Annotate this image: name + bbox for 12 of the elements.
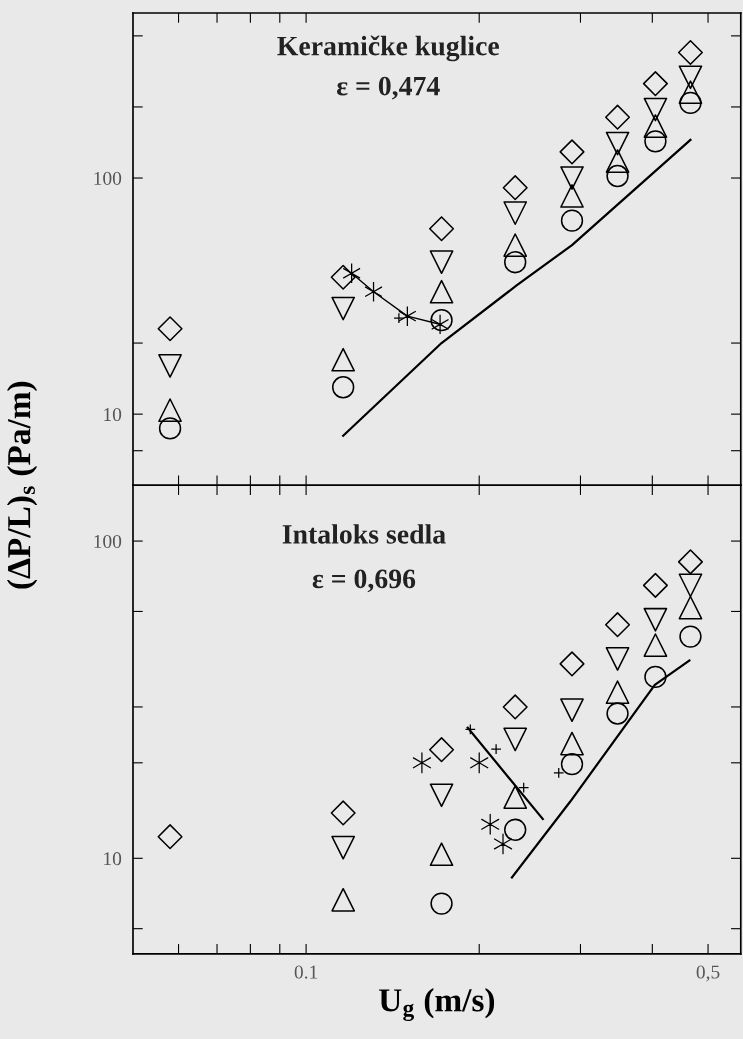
y-tick-label: 100 [94,534,122,549]
annotation: ε = 0,474 [336,76,440,100]
y-tick-label: 100 [94,171,122,185]
x-tick-label: 0.1 [294,965,318,979]
y-tick-label: 10 [104,407,122,422]
annotation: Keramičke kuglice [277,35,500,62]
y-tick-label: 10 [104,852,122,866]
annotation: ε = 0,696 [312,569,416,593]
x-tick-label: 0,5 [696,965,720,982]
x-axis-title: U$_{g}$ (m/s) [379,988,495,1021]
annotation: Intaloks sedla [282,524,446,544]
y-axis-title: (ΔP/L)$_{s}$ (Pa/m) [6,381,38,589]
